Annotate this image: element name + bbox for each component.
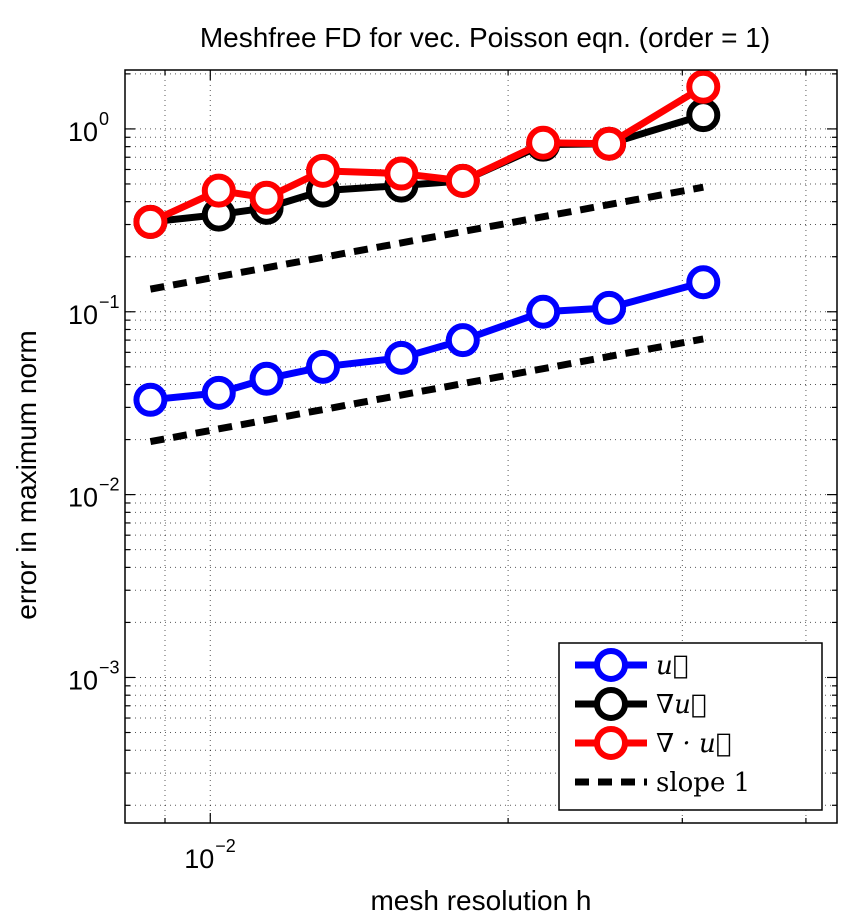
legend-label: slope 1 [656,768,750,798]
y-axis-label: error in maximum norm [11,330,42,619]
data-point [249,361,284,396]
plot-frame [124,69,838,824]
legend-entry: slope 1 [575,768,750,798]
data-point [306,153,341,188]
legend-label: ∇u⃗ [656,690,707,720]
x-tick-exponent: −2 [215,836,236,856]
legend-entry: ∇u⃗ [575,687,707,721]
data-point [306,349,341,384]
legend-swatch-marker [594,726,628,760]
data-point [201,375,236,410]
series-1 [133,98,721,239]
series-layer [133,69,721,446]
legend-swatch-marker [594,687,628,721]
x-axis-label: mesh resolution h [370,885,591,916]
x-tick-base: 10 [184,844,214,874]
y-tick-exponent: −2 [99,475,120,495]
data-point [445,323,480,358]
data-point [526,294,561,329]
y-tick-label: 10 −3 [68,657,120,695]
data-point [445,163,480,198]
legend-swatch-marker [594,648,628,682]
data-point [686,98,721,133]
legend-entry: ∇ · u⃗ [575,726,731,760]
y-tick-exponent: −1 [99,292,120,312]
series-3 [149,183,704,293]
y-tick-label: 10 −1 [68,292,120,330]
y-tick-label: 10 −2 [68,475,120,513]
y-tick-base: 10 [68,117,98,147]
legend-label: u⃗ [656,651,688,681]
y-tick-exponent: 0 [99,109,109,129]
data-point [592,290,627,325]
data-point [384,156,419,191]
data-point [201,173,236,208]
data-point [526,125,561,160]
series-4 [149,335,704,446]
legend-entry: u⃗ [575,648,688,682]
data-point [133,204,168,239]
legend-label: ∇ · u⃗ [656,729,731,759]
grid [125,70,837,823]
series-line [149,335,704,446]
legend: u⃗ ∇u⃗ ∇ · u⃗ slope 1 [558,642,823,811]
data-point [249,180,284,215]
x-tick-label: 10 −2 [184,836,236,874]
series-2 [133,69,721,239]
y-tick-label: 10 0 [68,109,109,147]
y-tick-base: 10 [68,483,98,513]
chart-title: Meshfree FD for vec. Poisson eqn. (order… [200,22,770,53]
y-tick-base: 10 [68,300,98,330]
data-point [384,340,419,375]
data-point [686,265,721,300]
ticks: 10 010 −110 −210 −310 −2 [68,70,837,874]
y-tick-base: 10 [68,665,98,695]
y-tick-exponent: −3 [99,657,120,677]
data-point [133,382,168,417]
series-0 [133,265,721,417]
data-point [592,126,627,161]
series-line [149,183,704,293]
data-point [686,69,721,104]
